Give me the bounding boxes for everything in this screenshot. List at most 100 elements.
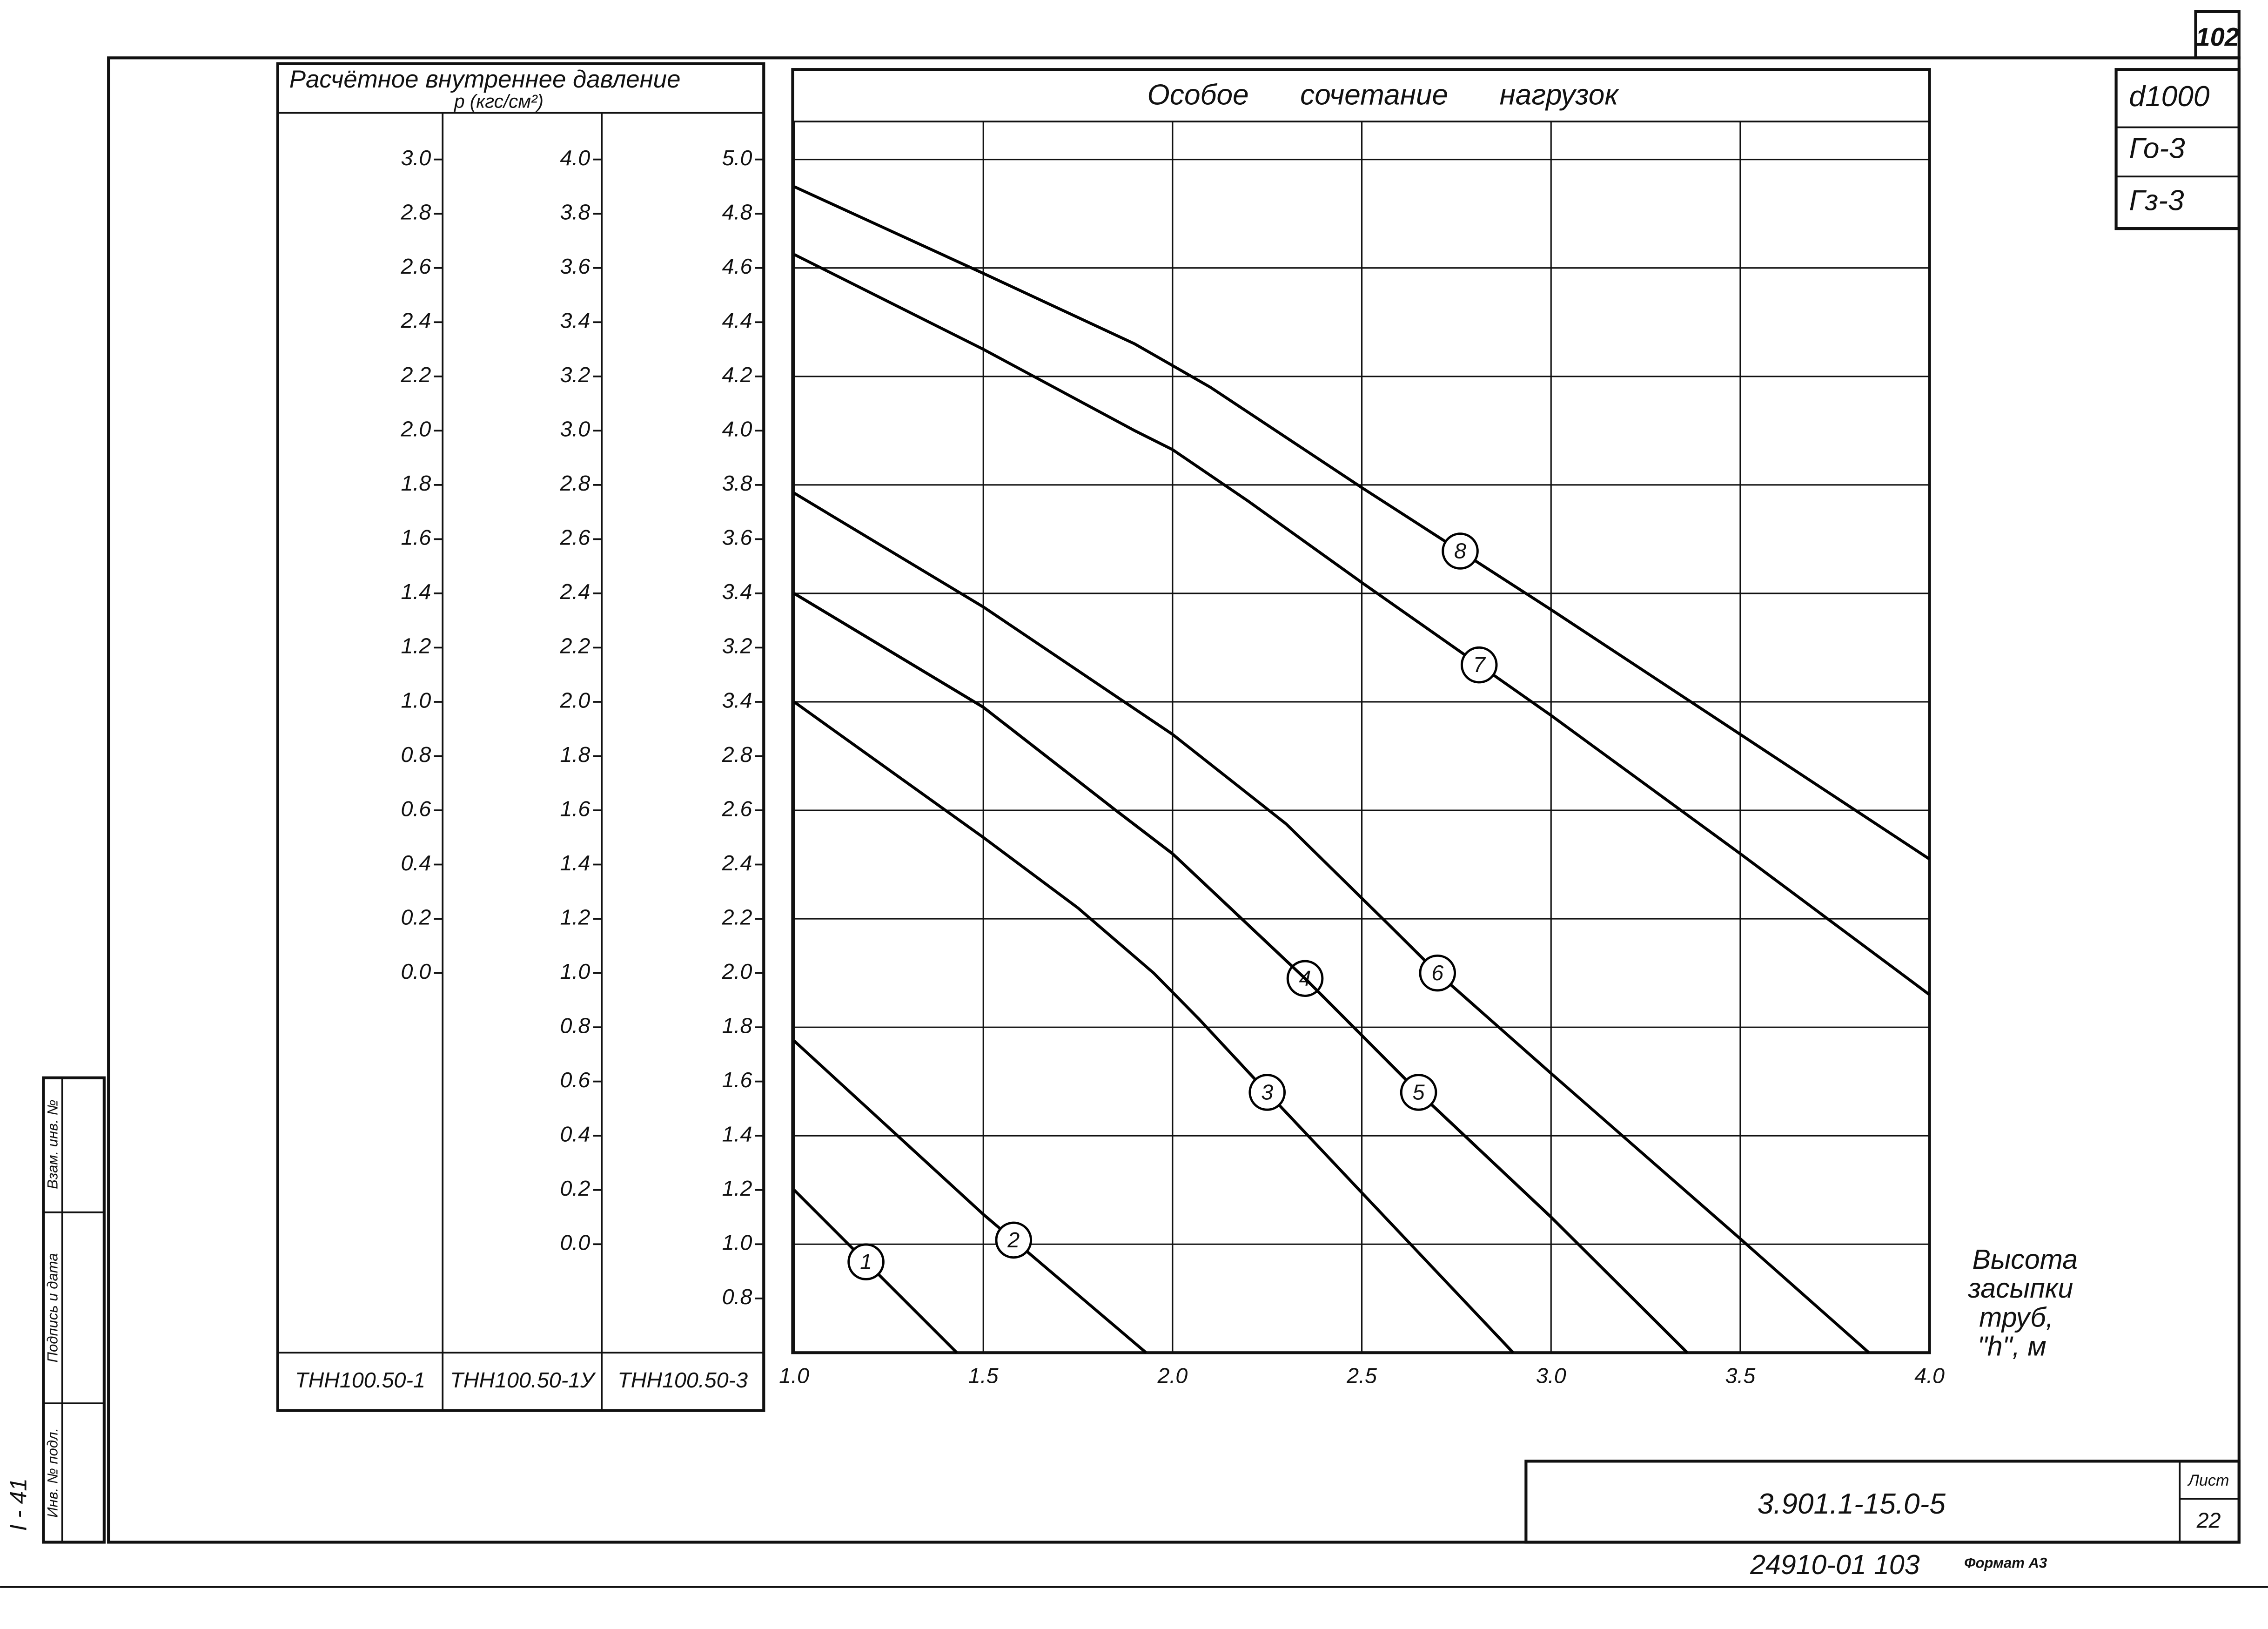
curve-label: 6 (1431, 961, 1443, 985)
x-tick-label: 4.0 (1914, 1363, 1945, 1387)
y-tick-label: 3.0 (401, 146, 431, 170)
marks-box (2114, 68, 2241, 230)
y-tick-label: 2.8 (722, 742, 752, 767)
curve-label-circle (1419, 954, 1456, 992)
y-tick-label: 2.0 (401, 417, 431, 441)
x-axis-title: труб, (1979, 1302, 2053, 1333)
x-axis-title: "h", м (1978, 1331, 2047, 1362)
frame (107, 56, 2241, 1544)
series-line (793, 1039, 1147, 1354)
y-tick-label: 4.4 (722, 309, 752, 333)
y-tick-label: 3.2 (722, 634, 752, 658)
sheet-box (2194, 10, 2241, 60)
y-tick-label: 1.0 (560, 959, 590, 983)
curve-label: 8 (1454, 539, 1466, 563)
y-tick-label: 0.8 (401, 742, 431, 767)
y-tick-label: 2.4 (401, 309, 431, 333)
y-tick-label: 2.4 (559, 579, 590, 604)
y-tick-label: 1.4 (722, 1122, 752, 1146)
y-tick-label: 2.0 (722, 959, 752, 983)
title-block (1524, 1460, 2241, 1544)
y-tick-label: 2.8 (559, 471, 590, 495)
y-tick-label: 2.6 (401, 254, 431, 278)
series-line (793, 491, 1870, 1354)
y-tick-label: 1.8 (401, 471, 431, 495)
y-tick-label: 0.2 (401, 905, 431, 929)
y-tick-label: 3.4 (722, 688, 752, 712)
y-tick-label: 2.8 (401, 200, 431, 224)
y-tick-label: 2.4 (722, 851, 752, 875)
y-tick-label: 1.6 (401, 525, 431, 550)
y-tick-label: 1.2 (722, 1176, 752, 1200)
y-tick-label: 2.6 (722, 796, 752, 821)
y-tick-label: 2.2 (401, 363, 431, 387)
curve-label-circle (1460, 646, 1498, 684)
curve-label-circle (847, 1243, 885, 1280)
y-tick-label: 5.0 (722, 146, 752, 170)
y-tick-label: 0.0 (401, 959, 431, 983)
curve-label: 5 (1413, 1080, 1425, 1104)
format: Формат А3 (1964, 1555, 2047, 1571)
mark-text: d1000 (2129, 81, 2210, 113)
y-tick-label: 1.6 (722, 1068, 752, 1092)
series-line (793, 253, 1931, 996)
y-tick-label: 0.6 (401, 796, 431, 821)
y-tick-label: 2.0 (559, 688, 590, 712)
y-tick-label: 3.4 (722, 579, 752, 604)
y-tick-label: 3.6 (722, 525, 752, 550)
sheet-number: 22 (2196, 1508, 2221, 1532)
scale-label: ТНН100.50-1У (450, 1368, 596, 1392)
series-line (793, 185, 1931, 861)
curve-label: 3 (1261, 1080, 1273, 1104)
y-tick-label: 0.8 (560, 1013, 590, 1037)
y-tick-label: 0.8 (722, 1285, 752, 1309)
chart-title: Особое сочетание нагрузок (1147, 79, 1620, 111)
series-line (793, 700, 1515, 1354)
y-tick-label: 1.0 (722, 1231, 752, 1255)
y-tick-label: 2.6 (559, 525, 590, 550)
y-tick-label: 2.2 (722, 905, 752, 929)
x-tick-label: 1.0 (779, 1363, 809, 1387)
scale-label: ТНН100.50-3 (617, 1368, 748, 1392)
y-tick-label: 0.0 (560, 1231, 590, 1255)
y-tick-label: 0.2 (560, 1176, 590, 1200)
designation: 3.901.1-15.0-5 (1758, 1488, 1946, 1520)
x-axis-title: засыпки (1968, 1273, 2073, 1304)
curve-label: 2 (1007, 1228, 1020, 1252)
y-tick-label: 3.4 (560, 309, 590, 333)
y-tick-label: 1.8 (722, 1013, 752, 1037)
y-axis-title: Расчётное внутреннее давление (289, 66, 681, 93)
curve-label-circle (1442, 532, 1479, 570)
mark-text: Гз-3 (2129, 185, 2184, 217)
stamp-text: Инв. № подл. (44, 1428, 60, 1518)
y-tick-label: 0.6 (560, 1068, 590, 1092)
x-axis-title: Высота (1972, 1244, 2078, 1275)
stamp-text: Взам. инв. № (44, 1100, 60, 1189)
y-tick-label: 2.2 (559, 634, 590, 658)
y-tick-label: 3.8 (560, 200, 590, 224)
y-tick-label: 4.6 (722, 254, 752, 278)
y-tick-label: 1.4 (401, 579, 431, 604)
y-tick-label: 1.2 (560, 905, 590, 929)
y-tick-label: 1.8 (560, 742, 590, 767)
left-stamp (42, 1076, 106, 1544)
curve-label: 1 (860, 1250, 872, 1274)
y-tick-label: 3.2 (560, 363, 590, 387)
curve-label-circle (995, 1221, 1033, 1259)
y-tick-label: 1.6 (560, 796, 590, 821)
y-tick-label: 0.4 (401, 851, 431, 875)
y-tick-label: 3.6 (560, 254, 590, 278)
x-tick-label: 3.0 (1536, 1363, 1566, 1387)
x-tick-label: 1.5 (968, 1363, 999, 1387)
y-tick-label: 3.0 (560, 417, 590, 441)
y-tick-label: 4.0 (560, 146, 590, 170)
y-axis-unit: p (кгс/см²) (454, 90, 544, 112)
y-tick-label: 4.8 (722, 200, 752, 224)
scale-label: ТНН100.50-1 (295, 1368, 425, 1392)
archive-number: 24910-01 103 (1750, 1549, 1920, 1580)
y-tick-label: 3.8 (722, 471, 752, 495)
pressure-table (276, 62, 765, 1412)
